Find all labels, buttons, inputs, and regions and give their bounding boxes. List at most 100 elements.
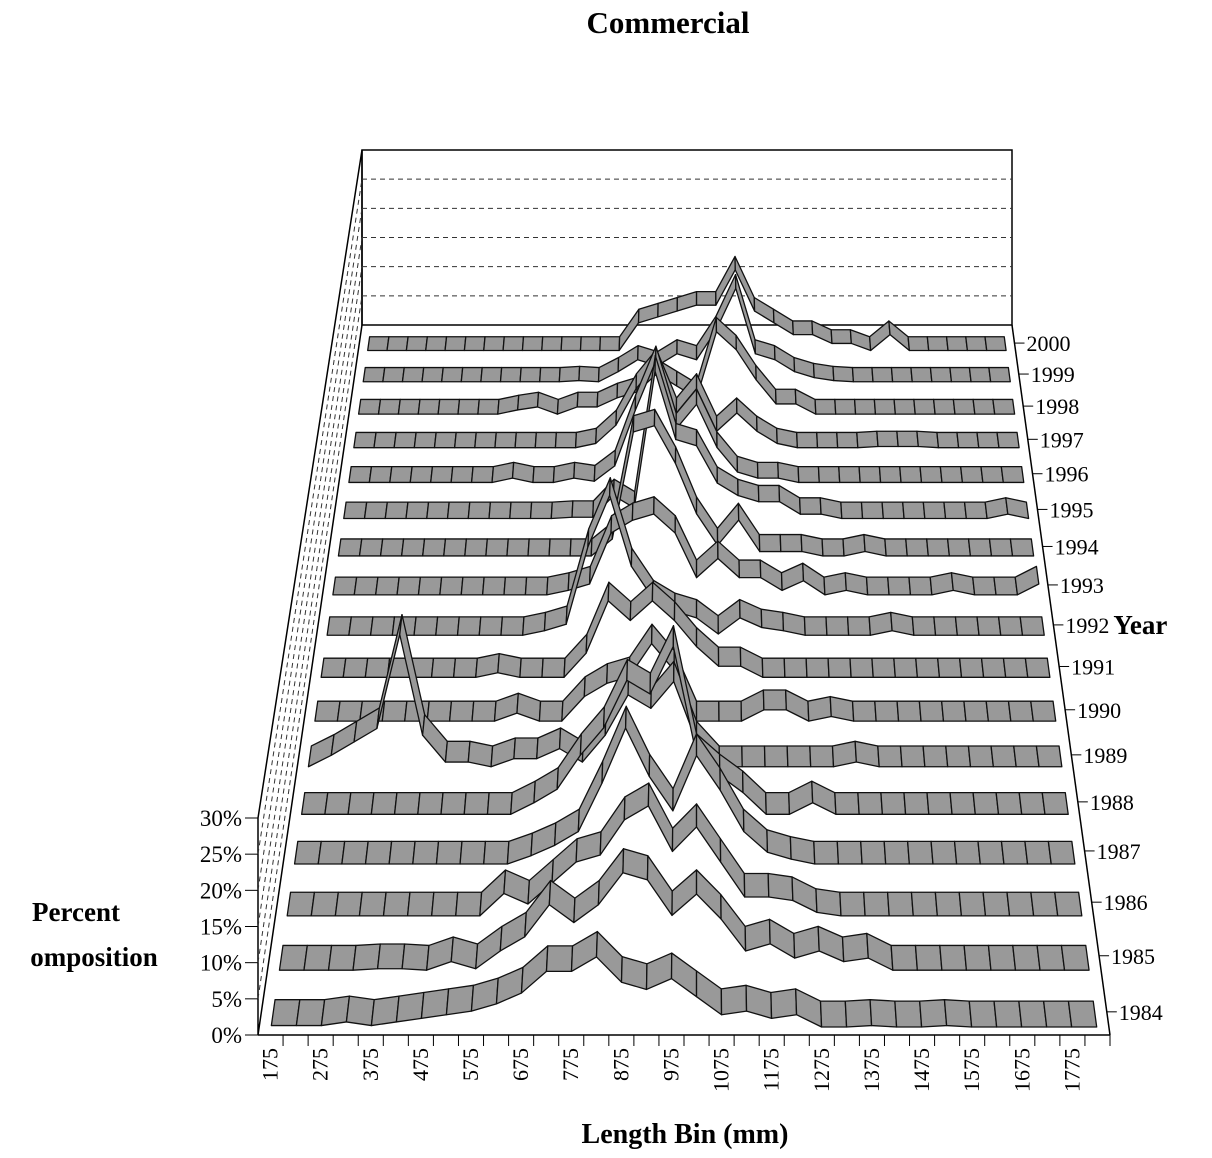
ribbon-segment	[788, 780, 814, 815]
ribbon-segment	[1042, 1000, 1073, 1028]
ribbon-segment	[452, 657, 478, 678]
ribbon-segment	[420, 988, 450, 1019]
ribbon-segment	[503, 869, 531, 905]
ribbon-segment	[910, 366, 933, 383]
ribbon-segment	[772, 308, 794, 336]
ribbon-segment	[896, 430, 919, 448]
ribbon-segment	[881, 501, 905, 520]
ribbon-segment	[425, 336, 448, 352]
ribbon-segment	[993, 576, 1019, 596]
ribbon-segment	[558, 365, 581, 383]
ribbon-segment	[506, 832, 533, 865]
year-label: 1987	[1097, 839, 1141, 864]
ribbon-segment	[915, 657, 941, 678]
ribbon-segment	[548, 879, 576, 924]
year-label: 1992	[1065, 613, 1109, 638]
ribbon-segment	[967, 538, 993, 557]
year-label: 1995	[1049, 497, 1093, 522]
ribbon-segment	[479, 869, 507, 917]
ribbon-segment	[980, 657, 1007, 678]
ribbon-segment	[695, 970, 723, 1016]
ribbon-segment	[874, 700, 900, 722]
ribbon-segment	[632, 408, 656, 433]
ribbon-segment	[910, 891, 938, 917]
ribbon-segment	[770, 988, 798, 1019]
ribbon-segment	[310, 891, 339, 917]
ribbon-segment	[521, 336, 544, 352]
ribbon-segment	[814, 398, 837, 415]
ribbon-segment	[823, 572, 847, 596]
ribbon-segment	[768, 918, 796, 959]
ribbon-segment	[426, 700, 453, 722]
ribbon-segment	[460, 366, 483, 383]
ribbon-segment	[1067, 1000, 1098, 1028]
ribbon-segment	[949, 792, 976, 815]
ribbon-segment	[1047, 840, 1076, 865]
ribbon-segment	[1000, 465, 1025, 484]
ribbon-segment	[516, 692, 542, 722]
ribbon-segment	[502, 336, 525, 352]
ribbon-segment	[950, 572, 976, 596]
ribbon-segment	[353, 576, 379, 596]
ribbon-segment	[467, 740, 494, 768]
ribbon-segment	[347, 792, 375, 815]
ribbon-segment	[357, 398, 382, 415]
ribbon-segment	[545, 945, 574, 973]
ribbon-segment	[307, 733, 335, 768]
ribbon-segment	[653, 496, 676, 534]
ribbon-segment	[450, 936, 479, 970]
ribbon-segment	[546, 572, 570, 596]
x-tick-label: 1475	[909, 1048, 934, 1092]
ribbon-segment	[863, 891, 890, 917]
ribbon-segment	[1009, 538, 1035, 557]
ribbon-segment	[821, 538, 845, 557]
ribbon-segment	[720, 984, 748, 1016]
ribbon-segment	[831, 740, 858, 768]
y-tick-label: 5%	[211, 987, 242, 1012]
ribbon-segment	[937, 657, 963, 678]
ribbon-segment	[1012, 944, 1041, 971]
ribbon-segment	[716, 502, 740, 546]
ribbon-segment	[992, 398, 1016, 415]
ribbon-segment	[834, 398, 857, 415]
ribbon-segment	[548, 538, 572, 557]
ribbon-segment	[863, 533, 887, 557]
ribbon-segment	[819, 1000, 848, 1028]
ribbon-segment	[717, 540, 740, 579]
ribbon-segment	[486, 792, 513, 815]
ribbon-segment	[353, 431, 377, 449]
ribbon-segment	[1005, 497, 1030, 520]
ribbon-segment	[738, 559, 762, 579]
ribbon-segment	[373, 431, 397, 449]
ribbon-segment	[393, 431, 417, 449]
ribbon-segment	[926, 792, 953, 815]
ribbon-segment	[495, 966, 524, 1005]
ribbon-segment	[695, 627, 720, 667]
ribbon-segment	[893, 657, 919, 678]
ribbon-segment	[890, 944, 918, 971]
ribbon-segment	[936, 431, 960, 449]
ribbon-segment	[972, 576, 997, 596]
ribbon-segment	[534, 431, 557, 449]
ribbon-segment	[906, 840, 934, 865]
ribbon-segment	[533, 766, 559, 804]
x-tick-label: 1275	[809, 1048, 834, 1092]
y-axis-label: omposition	[30, 942, 158, 972]
ribbon-segment	[854, 740, 880, 768]
ribbon-segment	[270, 999, 301, 1027]
ribbon-segment	[985, 700, 1012, 722]
ribbon-segment	[851, 366, 874, 383]
ribbon-segment	[444, 740, 471, 763]
ribbon-segment	[293, 840, 322, 865]
ribbon-segment	[860, 840, 887, 865]
ribbon-segment	[762, 689, 787, 711]
x-tick-label: 1575	[959, 1048, 984, 1092]
ribbon-segment	[945, 336, 969, 352]
ribbon-segment	[886, 891, 914, 917]
ribbon-segment	[571, 500, 595, 518]
ribbon-segment	[954, 616, 980, 636]
ribbon-segment	[400, 538, 426, 557]
ribbon-segment	[522, 611, 547, 636]
y-axis-label: Percent	[32, 897, 120, 927]
ribbon-segment	[715, 316, 737, 351]
